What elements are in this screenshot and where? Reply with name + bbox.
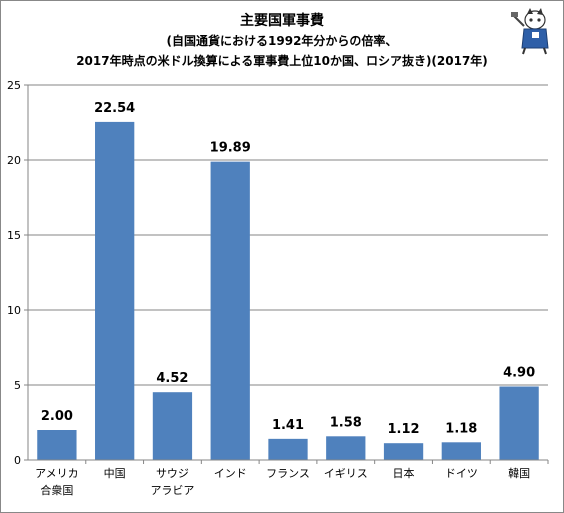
y-tick-label: 10 [7,304,21,317]
mascot-logo-icon [511,8,549,55]
x-category-label: インド [214,467,247,480]
bar [441,442,481,460]
bar [95,121,135,461]
data-label: 1.41 [272,418,304,433]
bar [268,438,308,460]
x-category-label: アラビア [150,484,194,497]
y-tick-label: 25 [7,79,21,92]
data-label: 22.54 [94,101,135,116]
y-tick-label: 0 [14,454,21,467]
data-label: 4.90 [503,366,535,381]
data-label: 2.00 [41,409,73,424]
x-category-label: サウジ [156,467,189,480]
chart-subtitle-line-1: (自国通貨における1992年分からの倍率、 [166,34,398,48]
bar [499,386,539,460]
x-category-label: アメリカ [35,467,78,480]
chart-title: 主要国軍事費 [240,13,324,29]
data-label: 19.89 [210,141,251,156]
chart-subtitle-line-2: 2017年時点の米ドル換算による軍事費上位10か国、ロシア抜き)(2017年) [76,54,488,68]
x-category-label: フランス [266,467,310,480]
bar [210,161,250,460]
data-label: 4.52 [156,371,188,386]
data-label: 1.58 [330,415,362,430]
y-tick-label: 15 [7,229,21,242]
data-label: 1.18 [445,421,477,436]
y-tick-label: 5 [14,379,21,392]
x-category-label: 日本 [393,466,415,480]
data-label: 1.12 [388,422,420,437]
x-category-label: 韓国 [508,467,530,480]
bar [152,392,193,460]
x-category-label: ドイツ [445,467,478,480]
bar [383,443,424,460]
x-category-label: イギリス [324,467,368,480]
x-category-label: 合衆国 [40,483,73,497]
bar [37,430,77,460]
bar [326,436,366,460]
y-tick-label: 20 [7,154,21,167]
x-category-label: 中国 [104,467,126,480]
